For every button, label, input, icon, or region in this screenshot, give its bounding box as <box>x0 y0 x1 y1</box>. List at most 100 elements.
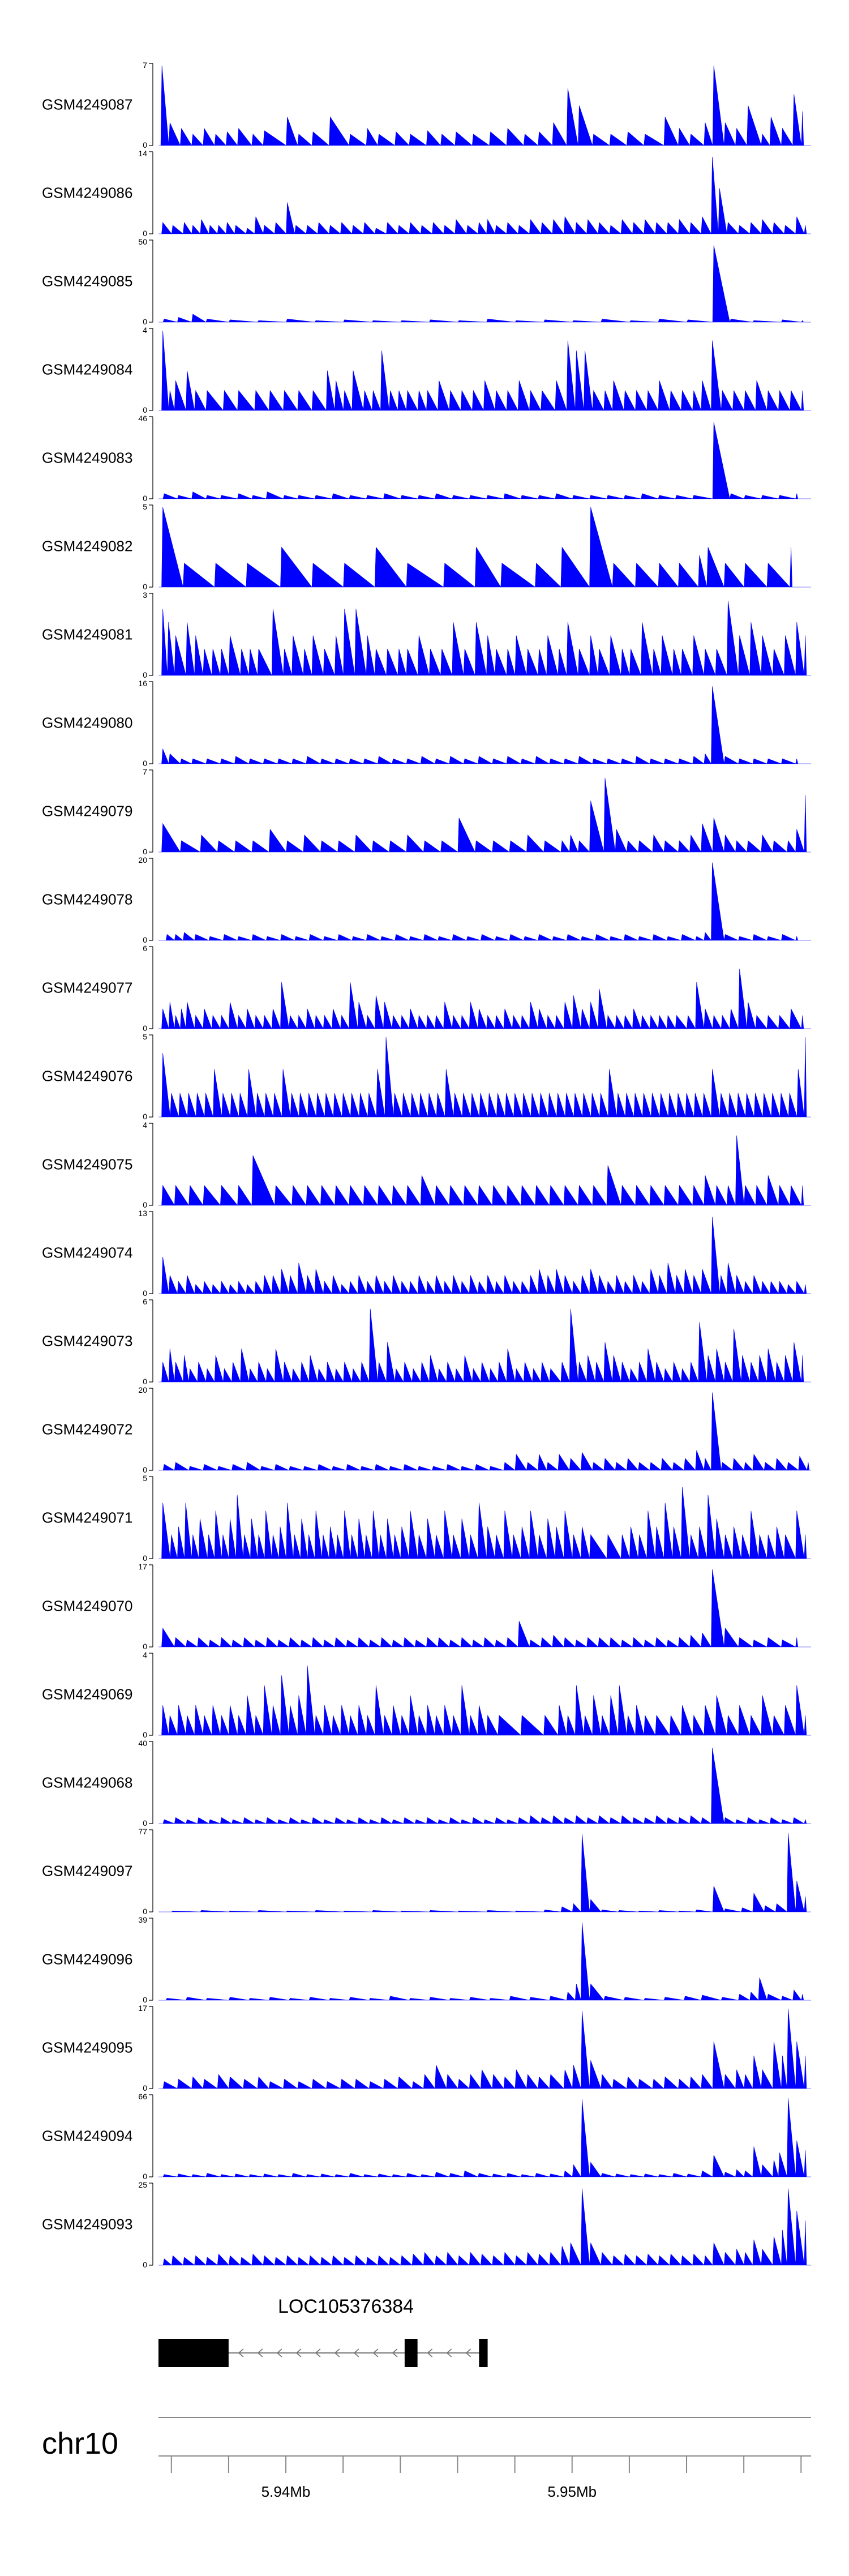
coverage-area <box>158 1487 811 1560</box>
track-label: GSM4249080 <box>42 714 132 731</box>
y-axis-max-label: 4 <box>143 1650 147 1659</box>
coverage-area <box>158 65 811 147</box>
track-GSM4249086: GSM4249086 14 0 <box>42 149 811 238</box>
coverage-area <box>158 1748 811 1824</box>
exon-block <box>158 2339 229 2367</box>
y-axis-max-label: 20 <box>138 1385 147 1394</box>
y-axis-zero-label: 0 <box>143 1818 147 1828</box>
coverage-area <box>158 156 811 235</box>
y-axis-max-label: 39 <box>138 1915 147 1924</box>
track-GSM4249074: GSM4249074 13 0 <box>42 1209 811 1298</box>
track-GSM4249093: GSM4249093 25 0 <box>42 2180 811 2269</box>
track-label: GSM4249079 <box>42 803 132 820</box>
y-axis-max-label: 4 <box>143 1120 147 1129</box>
y-axis-max-label: 20 <box>138 855 147 865</box>
genome-axis-track: chr10 5.94Mb 5.95Mb <box>42 2417 811 2500</box>
track-GSM4249075: GSM4249075 4 0 <box>42 1120 811 1209</box>
track-label: GSM4249082 <box>42 538 132 555</box>
strand-arrow <box>392 2348 398 2357</box>
coverage-area <box>158 601 811 676</box>
y-axis-zero-label: 0 <box>143 1995 147 2004</box>
track-label: GSM4249093 <box>42 2216 132 2233</box>
y-axis-max-label: 50 <box>138 237 147 246</box>
track-GSM4249071: GSM4249071 5 0 <box>42 1474 811 1563</box>
y-axis-max-label: 3 <box>143 590 147 600</box>
y-axis-max-label: 7 <box>143 767 147 776</box>
track-label: GSM4249071 <box>42 1509 132 1526</box>
y-axis-zero-label: 0 <box>143 582 147 591</box>
track-label: GSM4249074 <box>42 1244 132 1261</box>
strand-arrow <box>465 2348 471 2357</box>
y-axis-zero-label: 0 <box>143 759 147 768</box>
y-axis-max-label: 7 <box>143 61 147 70</box>
track-GSM4249072: GSM4249072 20 0 <box>42 1385 811 1474</box>
strand-arrow <box>238 2348 244 2357</box>
track-label: GSM4249075 <box>42 1156 132 1173</box>
y-axis-zero-label: 0 <box>143 1730 147 1739</box>
track-GSM4249068: GSM4249068 40 0 <box>42 1739 811 1828</box>
y-axis-zero-label: 0 <box>143 1112 147 1121</box>
track-GSM4249083: GSM4249083 46 0 <box>42 414 811 503</box>
coverage-area <box>158 1037 811 1118</box>
coverage-area <box>158 2098 811 2178</box>
y-axis-zero-label: 0 <box>143 317 147 326</box>
y-axis-max-label: 46 <box>138 414 147 423</box>
coverage-area <box>158 862 811 941</box>
y-axis-zero-label: 0 <box>143 1907 147 1916</box>
y-axis-zero-label: 0 <box>143 1200 147 1209</box>
coverage-area <box>158 507 811 588</box>
y-axis-max-label: 5 <box>143 1032 147 1041</box>
y-axis-max-label: 17 <box>138 2004 147 2013</box>
track-GSM4249087: GSM4249087 7 0 <box>42 61 811 149</box>
y-axis-zero-label: 0 <box>143 405 147 414</box>
y-axis-zero-label: 0 <box>143 1465 147 1474</box>
track-label: GSM4249081 <box>42 626 132 643</box>
coverage-area <box>158 330 811 412</box>
y-axis-max-label: 16 <box>138 679 147 688</box>
track-label: GSM4249087 <box>42 96 132 113</box>
track-label: GSM4249077 <box>42 979 132 996</box>
y-axis-zero-label: 0 <box>143 1642 147 1651</box>
track-GSM4249095: GSM4249095 17 0 <box>42 2004 811 2093</box>
y-axis-zero-label: 0 <box>143 1554 147 1563</box>
y-axis-zero-label: 0 <box>143 2172 147 2181</box>
genome-coordinate-label: 5.94Mb <box>261 2483 311 2500</box>
track-GSM4249079: GSM4249079 7 0 <box>42 767 811 856</box>
track-GSM4249076: GSM4249076 5 0 <box>42 1032 811 1121</box>
y-axis-zero-label: 0 <box>143 1289 147 1298</box>
track-GSM4249097: GSM4249097 77 0 <box>42 1827 811 1916</box>
strand-arrow <box>315 2348 321 2357</box>
track-label: GSM4249078 <box>42 891 132 908</box>
track-label: GSM4249097 <box>42 1863 132 1880</box>
y-axis-max-label: 13 <box>138 1209 147 1218</box>
track-label: GSM4249083 <box>42 450 132 467</box>
strand-arrow <box>372 2348 379 2357</box>
y-axis-max-label: 40 <box>138 1739 147 1748</box>
strand-arrow <box>353 2348 359 2357</box>
exon-block <box>404 2339 418 2367</box>
y-axis-zero-label: 0 <box>143 670 147 679</box>
track-GSM4249082: GSM4249082 5 0 <box>42 502 811 591</box>
track-label: GSM4249069 <box>42 1686 132 1703</box>
coverage-area <box>158 2008 811 2090</box>
y-axis-zero-label: 0 <box>143 847 147 856</box>
y-axis-max-label: 14 <box>138 149 147 158</box>
track-GSM4249069: GSM4249069 4 0 <box>42 1650 811 1739</box>
track-GSM4249085: GSM4249085 50 0 <box>42 237 811 326</box>
track-GSM4249096: GSM4249096 39 0 <box>42 1915 811 2004</box>
track-GSM4249084: GSM4249084 4 0 <box>42 326 811 414</box>
track-label: GSM4249070 <box>42 1598 132 1615</box>
track-GSM4249080: GSM4249080 16 0 <box>42 679 811 768</box>
coverage-area <box>158 2188 811 2266</box>
y-axis-zero-label: 0 <box>143 494 147 503</box>
y-axis-max-label: 17 <box>138 1562 147 1571</box>
track-label: GSM4249096 <box>42 1951 132 1968</box>
y-axis-zero-label: 0 <box>143 1377 147 1386</box>
y-axis-max-label: 5 <box>143 1474 147 1483</box>
y-axis-max-label: 25 <box>138 2180 147 2189</box>
y-axis-zero-label: 0 <box>143 140 147 149</box>
coverage-area <box>158 422 811 499</box>
track-GSM4249081: GSM4249081 3 0 <box>42 590 811 679</box>
track-label: GSM4249072 <box>42 1421 132 1438</box>
